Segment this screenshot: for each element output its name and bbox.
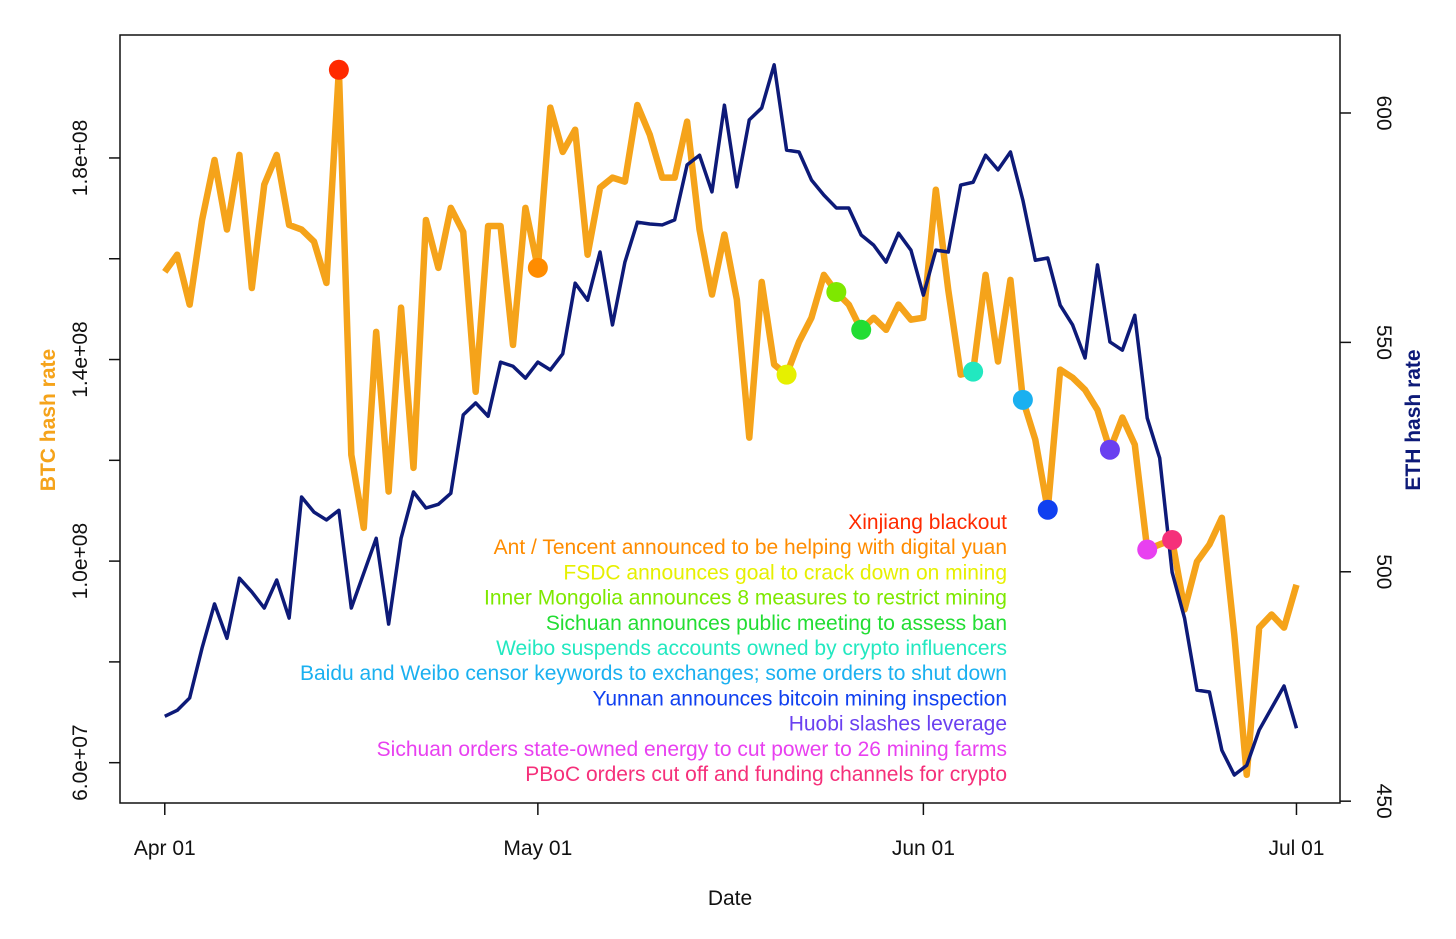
- event-label: Ant / Tencent announced to be helping wi…: [494, 536, 1007, 559]
- event-dot: [1012, 389, 1033, 410]
- y-tick-label: 1.8e+08: [69, 120, 92, 197]
- x-tick-label: May 01: [503, 837, 572, 860]
- event-label: Baidu and Weibo censor keywords to excha…: [300, 662, 1007, 685]
- event-label: Yunnan announces bitcoin mining inspecti…: [593, 687, 1007, 710]
- y-axis-label: BTC hash rate: [37, 349, 60, 491]
- y2-tick-label: 550: [1372, 325, 1395, 360]
- event-label: Sichuan orders state-owned energy to cut…: [377, 738, 1007, 761]
- event-label: FSDC announces goal to crack down on min…: [563, 561, 1007, 584]
- y2-tick-label: 450: [1372, 784, 1395, 819]
- eth-line: [164, 63, 1299, 777]
- event-dot: [328, 59, 349, 80]
- event-dot: [1037, 499, 1058, 520]
- event-dot: [1099, 439, 1120, 460]
- event-dot: [851, 319, 872, 340]
- y2-tick-label: 600: [1372, 95, 1395, 130]
- y-tick-label: 1.4e+08: [69, 321, 92, 398]
- event-label: Xinjiang blackout: [848, 511, 1007, 534]
- x-tick-label: Apr 01: [134, 837, 196, 860]
- event-dot: [776, 364, 797, 385]
- event-dot: [1137, 539, 1158, 560]
- y2-tick-label: 500: [1372, 554, 1395, 589]
- x-axis-label: Date: [708, 887, 752, 910]
- event-label: PBoC orders cut off and funding channels…: [525, 763, 1007, 786]
- plot-frame: [119, 34, 1341, 804]
- event-dot: [527, 257, 548, 278]
- x-tick-label: Jun 01: [892, 837, 955, 860]
- event-label: Inner Mongolia announces 8 measures to r…: [484, 587, 1007, 610]
- event-label: Weibo suspends accounts owned by crypto …: [496, 637, 1007, 660]
- event-dot: [826, 282, 847, 303]
- y-tick-label: 6.0e+07: [69, 724, 92, 801]
- event-dot: [963, 361, 984, 382]
- x-tick-label: Jul 01: [1268, 837, 1324, 860]
- y2-axis-label: ETH hash rate: [1402, 349, 1425, 490]
- y-tick-label: 1.0e+08: [69, 523, 92, 600]
- event-label: Sichuan announces public meeting to asse…: [546, 612, 1007, 635]
- event-label: Huobi slashes leverage: [789, 713, 1007, 736]
- event-dot: [1162, 529, 1183, 550]
